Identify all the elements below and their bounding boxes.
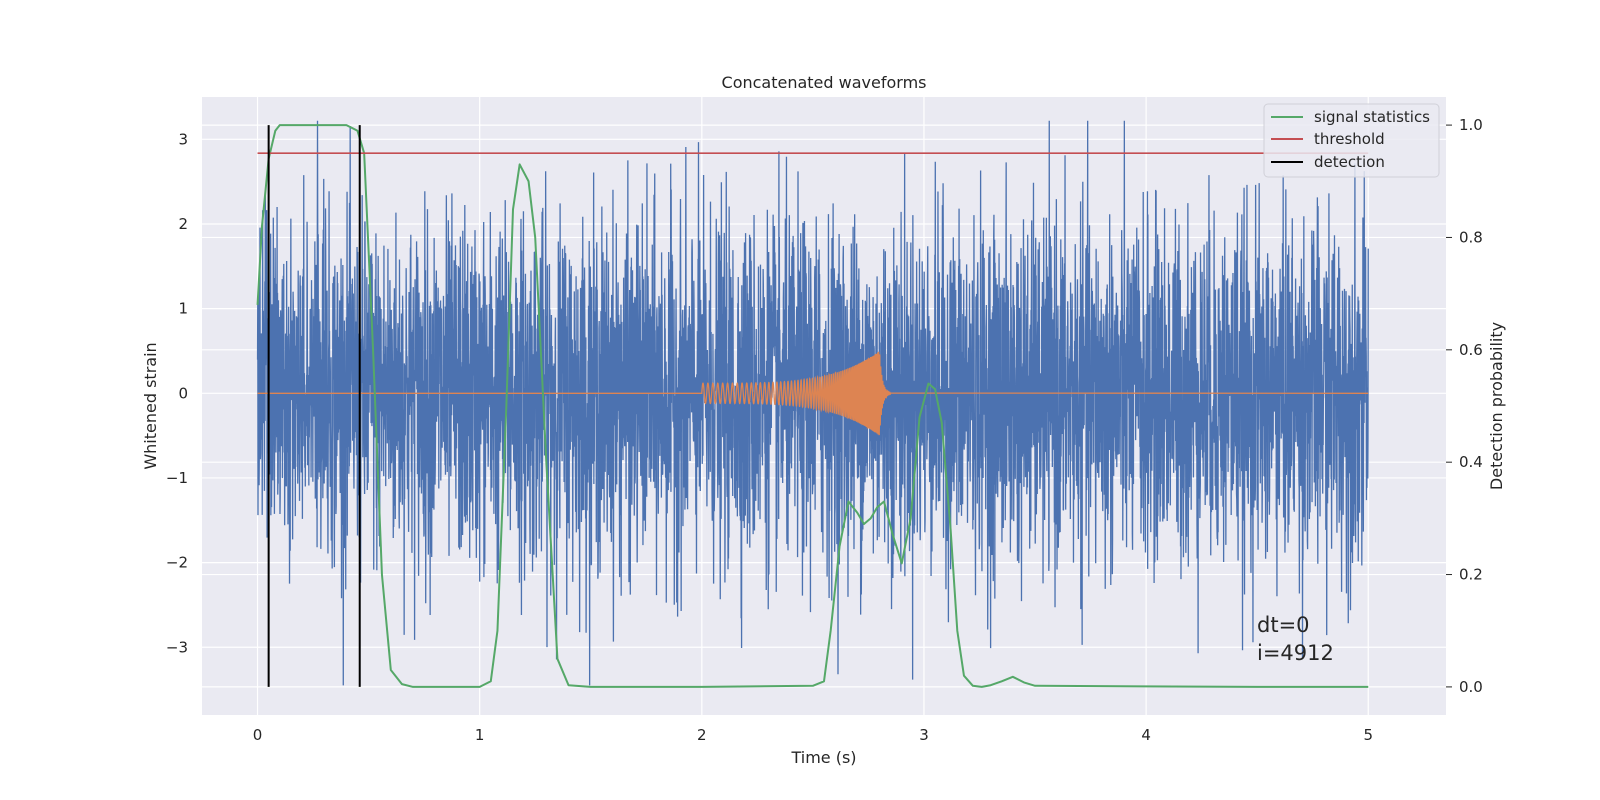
y-right-tick-label: 0.8 — [1459, 228, 1483, 246]
annotation-i: i=4912 — [1257, 641, 1334, 665]
y-left-tick-label: 2 — [178, 215, 188, 233]
x-tick-label: 0 — [253, 726, 263, 744]
y-axis-label-right: Detection probability — [1487, 322, 1506, 490]
axis-ticks: 0 1 2 3 4 5 −3 −2 −1 0 1 2 3 0.0 0.2 0.4 0.6 0.8 1.0 — [166, 116, 1483, 744]
noise-line — [256, 120, 1369, 686]
x-axis-label: Time (s) — [790, 748, 856, 767]
detection-series — [267, 125, 361, 687]
x-tick-label: 3 — [919, 726, 929, 744]
legend-label-detection: detection — [1314, 153, 1385, 171]
y-right-tick-label: 0.2 — [1459, 566, 1483, 584]
template-series — [257, 351, 1369, 436]
y-left-tick-label: 0 — [178, 384, 188, 402]
chart-title: Concatenated waveforms — [722, 73, 927, 92]
legend-label-threshold: threshold — [1314, 130, 1385, 148]
legend-label-signal-statistics: signal statistics — [1314, 108, 1430, 126]
x-tick-label: 5 — [1363, 726, 1373, 744]
y-left-tick-label: −3 — [166, 638, 188, 656]
legend-box — [1263, 103, 1440, 178]
x-tick-label: 2 — [697, 726, 707, 744]
template-line — [257, 351, 1369, 436]
noise-series — [256, 120, 1369, 686]
y-left-tick-label: 1 — [178, 300, 188, 318]
y-left-tick-label: −2 — [166, 554, 188, 572]
y-right-tick-label: 0.0 — [1459, 678, 1483, 696]
annotation-dt: dt=0 — [1257, 613, 1310, 637]
x-tick-label: 4 — [1141, 726, 1151, 744]
x-tick-label: 1 — [475, 726, 485, 744]
signal-statistics-line — [256, 124, 1369, 688]
y-right-tick-label: 0.4 — [1459, 453, 1483, 471]
signal-statistics-series — [256, 124, 1369, 688]
y-left-tick-label: 3 — [178, 130, 188, 148]
y-right-tick-label: 1.0 — [1459, 116, 1483, 134]
legend: signal statistics threshold detection — [1263, 103, 1440, 178]
y-axis-label-left: Whitened strain — [141, 342, 160, 469]
y-right-tick-label: 0.6 — [1459, 341, 1483, 359]
y-left-tick-label: −1 — [166, 469, 188, 487]
